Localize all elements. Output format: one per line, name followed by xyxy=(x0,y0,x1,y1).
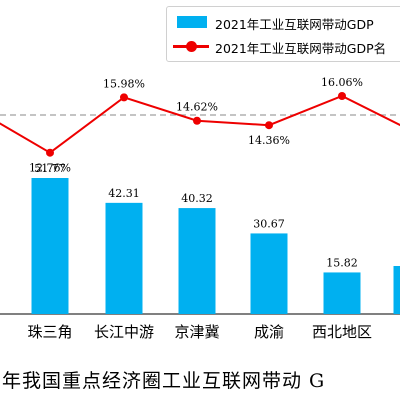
bar xyxy=(393,266,400,314)
bar-value-label: 42.31 xyxy=(108,187,140,200)
line-value-label: 14.62% xyxy=(176,101,218,114)
line-series xyxy=(0,92,400,157)
bar-series xyxy=(31,178,400,314)
x-tick-label: 西北地区 xyxy=(312,323,372,341)
x-tick-label: 成渝 xyxy=(254,323,284,341)
bar xyxy=(178,208,216,314)
line-marker xyxy=(338,92,346,100)
line-marker xyxy=(46,148,54,157)
bar xyxy=(105,202,143,314)
bar-value-labels: 51.77 42.31 40.32 30.67 15.82 xyxy=(34,162,358,269)
bar xyxy=(250,233,288,314)
bar-value-label: 15.82 xyxy=(326,256,358,269)
x-tick-label: 京津冀 xyxy=(174,323,219,341)
line-value-label: 14.36% xyxy=(248,134,290,147)
bar xyxy=(323,272,361,314)
bar-value-label: 40.32 xyxy=(181,192,213,205)
line-marker xyxy=(120,93,128,102)
line-value-labels: 12.76% 15.98% 14.62% 14.36% 16.06% xyxy=(29,76,363,175)
legend-item-line: 2021年工业互联网带动GDP名 xyxy=(167,36,400,56)
line-marker xyxy=(265,121,273,130)
line-value-label: 15.98% xyxy=(103,77,145,90)
legend: 2021年工业互联网带动GDP 2021年工业互联网带动GDP名 xyxy=(166,6,400,62)
legend-bar-swatch xyxy=(177,16,207,28)
line-value-label: 12.76% xyxy=(29,162,71,175)
legend-bar-label: 2021年工业互联网带动GDP xyxy=(215,17,374,32)
line-marker xyxy=(193,116,201,125)
chart-caption: 年我国重点经济圈工业互联网带动 G xyxy=(2,370,326,392)
legend-line-label: 2021年工业互联网带动GDP名 xyxy=(215,41,387,56)
bar-value-label: 30.67 xyxy=(253,217,285,230)
bar-value-label: 51.77 xyxy=(34,162,66,175)
x-tick-label: 珠三角 xyxy=(27,323,72,341)
bar xyxy=(31,178,69,314)
x-tick-label: 长江中游 xyxy=(94,323,154,341)
legend-item-bar: 2021年工业互联网带动GDP xyxy=(167,12,400,32)
line-value-label: 16.06% xyxy=(321,76,363,89)
x-tick-labels: 珠三角长江中游京津冀成渝西北地区东 xyxy=(27,323,372,341)
legend-marker-swatch xyxy=(186,41,197,52)
